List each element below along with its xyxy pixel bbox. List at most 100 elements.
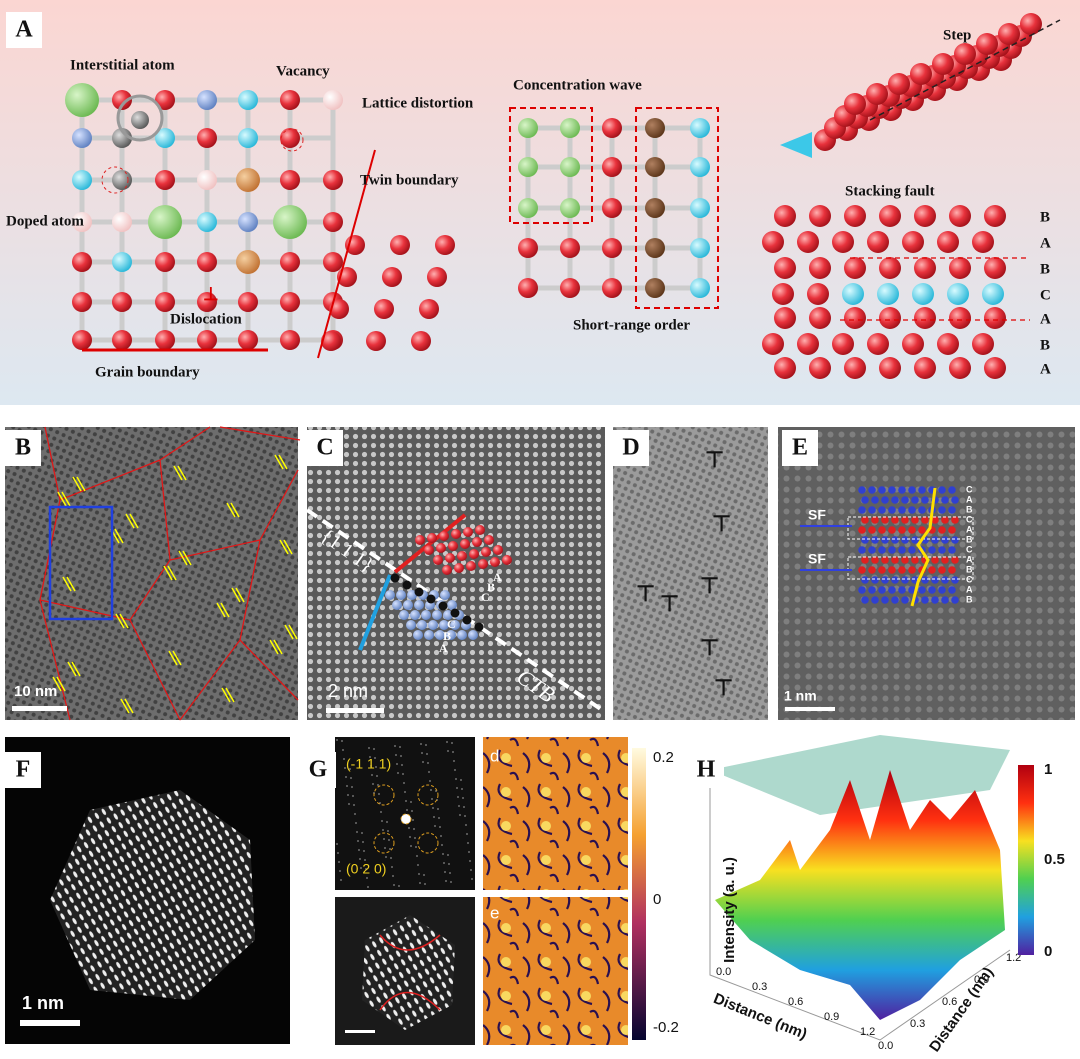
atom — [984, 257, 1006, 279]
noise — [427, 762, 429, 764]
atom-dot — [908, 566, 916, 574]
noise — [431, 798, 433, 800]
atom — [323, 170, 343, 190]
spot-label: (-1 1 1) — [346, 756, 391, 772]
noise — [401, 764, 403, 766]
twin-mark — [52, 676, 62, 692]
atom — [443, 610, 453, 620]
noise — [463, 806, 465, 808]
panel-label: F — [16, 757, 31, 783]
atom — [912, 283, 934, 305]
noise — [454, 769, 456, 771]
dislocation-symbol: ⊥ — [203, 284, 219, 304]
twin-line — [317, 149, 376, 359]
atom — [645, 118, 665, 138]
noise — [450, 881, 452, 883]
atom — [902, 231, 924, 253]
atom — [411, 331, 431, 351]
atom-dot — [868, 566, 876, 574]
noise — [362, 841, 364, 843]
atom-dot — [948, 506, 956, 514]
noise — [398, 885, 400, 887]
noise — [371, 774, 373, 776]
boundary-atom — [390, 573, 400, 583]
noise — [416, 855, 418, 857]
noise — [447, 750, 449, 752]
atom-dot — [871, 556, 879, 564]
atom — [932, 53, 954, 75]
atom-dot — [901, 596, 909, 604]
atom-dot — [951, 536, 959, 544]
noise — [336, 843, 338, 845]
shade — [613, 427, 768, 720]
atom — [392, 600, 402, 610]
stacking-arrow — [780, 132, 812, 158]
atom — [469, 549, 479, 559]
noise — [390, 857, 392, 859]
atom-dot — [911, 556, 919, 564]
noise — [346, 785, 348, 787]
noise — [365, 868, 367, 870]
atom — [645, 278, 665, 298]
noise — [353, 804, 355, 806]
vacancy — [280, 128, 304, 152]
boundary-atom — [474, 622, 484, 632]
atom — [417, 620, 427, 630]
atom — [518, 157, 538, 177]
atom-dot — [951, 496, 959, 504]
noise — [342, 749, 344, 751]
nanoparticle — [362, 915, 455, 1030]
atom-dot — [868, 586, 876, 594]
dislocation-symbol: ⊤ — [700, 635, 719, 660]
colorbar-tick: -0.2 — [653, 1019, 679, 1036]
noise — [336, 739, 338, 741]
image — [613, 427, 768, 720]
atom-dot — [861, 596, 869, 604]
map-label: d — [490, 746, 499, 765]
atom — [374, 299, 394, 319]
atom-dot — [938, 506, 946, 514]
atom — [273, 205, 307, 239]
atom — [419, 299, 439, 319]
atom — [947, 283, 969, 305]
label: Step — [943, 27, 971, 43]
twin-mark — [273, 639, 283, 655]
region-box — [48, 505, 114, 621]
twin-mark — [284, 624, 294, 640]
noise — [420, 743, 422, 745]
atom — [914, 257, 936, 279]
atom — [280, 128, 300, 148]
tick-label: 0.6 — [788, 996, 803, 1008]
twin-mark — [182, 550, 192, 566]
atom-dot — [888, 506, 896, 514]
twin-mark — [283, 539, 293, 555]
atom — [457, 630, 467, 640]
atom — [435, 630, 445, 640]
noise — [387, 830, 389, 832]
label: 10 nm — [14, 683, 57, 700]
atom-dot — [871, 496, 879, 504]
noise — [352, 795, 354, 797]
noise — [412, 819, 414, 821]
shade — [778, 427, 1075, 720]
twin-mark — [57, 491, 67, 507]
twin-mark — [71, 661, 81, 677]
noise — [439, 826, 441, 828]
sequence-letter: B — [443, 629, 451, 643]
noise — [344, 767, 346, 769]
atom-dot — [858, 506, 866, 514]
atom-dot — [858, 546, 866, 554]
atom-dot — [858, 486, 866, 494]
atom — [690, 238, 710, 258]
dislocation-symbol: ⊤ — [714, 675, 733, 700]
noise — [464, 815, 466, 817]
atom-dot — [951, 596, 959, 604]
noise — [374, 757, 376, 759]
atom-dot — [911, 496, 919, 504]
atom — [448, 541, 458, 551]
atom — [451, 529, 461, 539]
atom-dot — [941, 576, 949, 584]
atom — [481, 547, 491, 557]
noise — [442, 853, 444, 855]
